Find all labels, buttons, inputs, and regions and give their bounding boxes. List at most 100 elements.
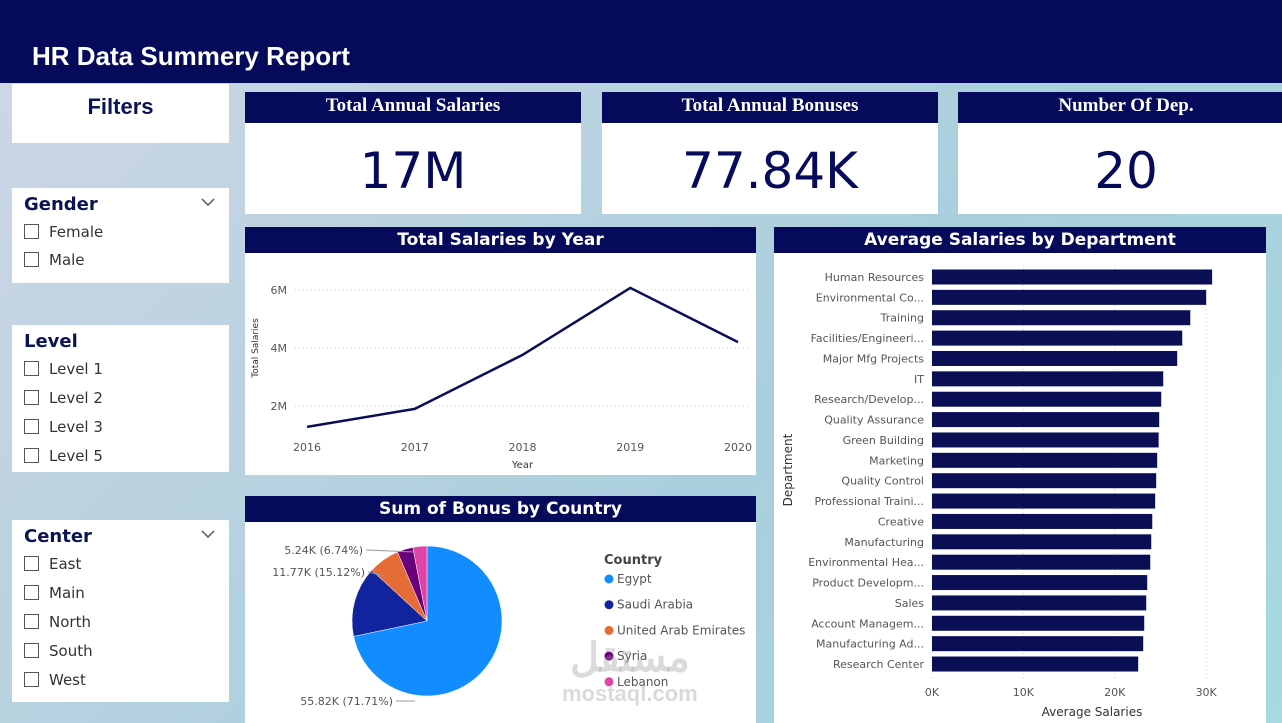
legend-label: United Arab Emirates: [617, 623, 745, 637]
watermark-latin: mostaql.com: [562, 681, 698, 706]
filters-title: Filters: [87, 94, 154, 119]
kpi-value: 17M: [359, 142, 467, 200]
x-tick-label: 2017: [401, 441, 429, 454]
y-tick-label: Training: [880, 312, 924, 325]
y-tick-label: Creative: [878, 515, 924, 528]
y-tick-label: Quality Control: [841, 475, 924, 488]
y-tick-label: Green Building: [843, 434, 924, 447]
y-tick-label: Environmental Hea...: [808, 556, 924, 569]
y-tick-label: Product Developm...: [812, 577, 924, 590]
y-tick-label: Quality Assurance: [824, 414, 924, 427]
filter-option[interactable]: Level 2: [24, 389, 103, 407]
y-tick-label: Research Center: [833, 658, 924, 671]
filter-group-name: Gender: [24, 194, 98, 215]
legend-marker: [604, 677, 614, 687]
legend-label: Syria: [617, 649, 647, 663]
bar: [932, 350, 1178, 366]
filter-option-label: Level 5: [49, 447, 103, 465]
y-tick-label: Sales: [895, 597, 925, 610]
bar: [932, 432, 1159, 448]
filter-option-label: East: [49, 555, 82, 573]
filter-group: Gender Female Male: [12, 188, 229, 283]
filter-option-label: South: [49, 642, 93, 660]
checkbox[interactable]: [24, 224, 39, 239]
pie-slice: [412, 545, 428, 622]
filter-option[interactable]: Level 3: [24, 418, 103, 436]
bar: [932, 513, 1153, 529]
filter-option[interactable]: Male: [24, 251, 85, 269]
kpi-title: Total Annual Salaries: [245, 92, 581, 123]
kpi-title: Total Annual Bonuses: [602, 92, 938, 123]
filter-option[interactable]: North: [24, 613, 91, 631]
checkbox[interactable]: [24, 585, 39, 600]
bar: [932, 473, 1157, 489]
chart: 55.82K (71.71%) 11.77K (15.12%) 5.24K (6.7…: [272, 544, 745, 708]
checkbox[interactable]: [24, 252, 39, 267]
leader-line: [365, 549, 416, 553]
line: [306, 286, 739, 429]
filter-option[interactable]: West: [24, 671, 86, 689]
checkbox[interactable]: [24, 419, 39, 434]
bar: [932, 656, 1139, 672]
y-tick-label: 4M: [271, 342, 288, 355]
bar: [932, 595, 1147, 611]
bar: [932, 493, 1156, 509]
y-tick-label: IT: [914, 373, 924, 386]
chevron[interactable]: [201, 198, 215, 206]
x-tick-label: 2018: [509, 441, 537, 454]
watermark: مستقل mostaql.com: [562, 638, 698, 712]
filters-header: Filters: [12, 84, 229, 143]
checkbox[interactable]: [24, 643, 39, 658]
pie-slice: [353, 545, 503, 697]
checkbox[interactable]: [24, 390, 39, 405]
filter-option[interactable]: Level 1: [24, 360, 103, 378]
y-tick-label: Environmental Co...: [816, 291, 924, 304]
filter-group: Level Level 1 Level 2 Level 3 Level 5: [12, 325, 229, 472]
checkbox[interactable]: [24, 448, 39, 463]
bar: [932, 636, 1144, 652]
kpi-card: Total Annual Salaries 17M: [245, 92, 581, 214]
chart-panel: Total Salaries by Year 2M 4M 6M 2016 2017 2018…: [245, 227, 756, 475]
filter-option[interactable]: South: [24, 642, 93, 660]
checkbox[interactable]: [24, 361, 39, 376]
y-tick-label: Manufacturing: [844, 536, 924, 549]
legend-marker: [604, 625, 614, 635]
header: HR Data Summery Report: [0, 0, 1282, 83]
legend-title: Country: [604, 553, 663, 568]
filter-group: Center East Main North South West: [12, 520, 229, 702]
y-axis-label: Total Salaries: [251, 318, 261, 379]
y-tick-label: Major Mfg Projects: [823, 352, 925, 365]
x-tick-label: 2019: [616, 441, 644, 454]
filter-option[interactable]: Female: [24, 223, 103, 241]
checkbox[interactable]: [24, 672, 39, 687]
filter-option[interactable]: Main: [24, 584, 85, 602]
legend-marker: [604, 600, 614, 610]
data-label: 11.77K (15.12%): [272, 566, 365, 579]
checkbox[interactable]: [24, 556, 39, 571]
kpi-card: Number Of Dep. 20: [958, 92, 1282, 214]
y-tick-label: 6M: [271, 284, 288, 297]
legend-marker: [604, 651, 614, 661]
chevron[interactable]: [201, 530, 215, 538]
kpi-title: Number Of Dep.: [958, 92, 1282, 123]
bar: [932, 269, 1213, 285]
chart-panel: Sum of Bonus by Country 55.82K (71.71%) 11…: [245, 496, 756, 723]
chevron-icon: [201, 198, 215, 206]
x-tick-label: 20K: [1104, 686, 1126, 699]
filter-option-label: North: [49, 613, 91, 631]
filter-option[interactable]: Level 5: [24, 447, 103, 465]
legend-marker: [604, 574, 614, 584]
legend-label: Egypt: [617, 572, 652, 586]
legend-label: Saudi Arabia: [617, 598, 693, 612]
chart-title: Average Salaries by Department: [774, 227, 1266, 253]
data-label: 5.24K (6.74%): [284, 544, 363, 557]
checkbox[interactable]: [24, 614, 39, 629]
filter-option-label: Level 2: [49, 389, 103, 407]
y-tick-label: Research/Develop...: [814, 393, 924, 406]
x-tick-label: 10K: [1013, 686, 1035, 699]
chart-title: Sum of Bonus by Country: [245, 496, 756, 522]
filter-option[interactable]: East: [24, 555, 81, 573]
y-tick-label: Manufacturing Ad...: [816, 638, 924, 651]
x-axis-label: Average Salaries: [1042, 705, 1143, 719]
